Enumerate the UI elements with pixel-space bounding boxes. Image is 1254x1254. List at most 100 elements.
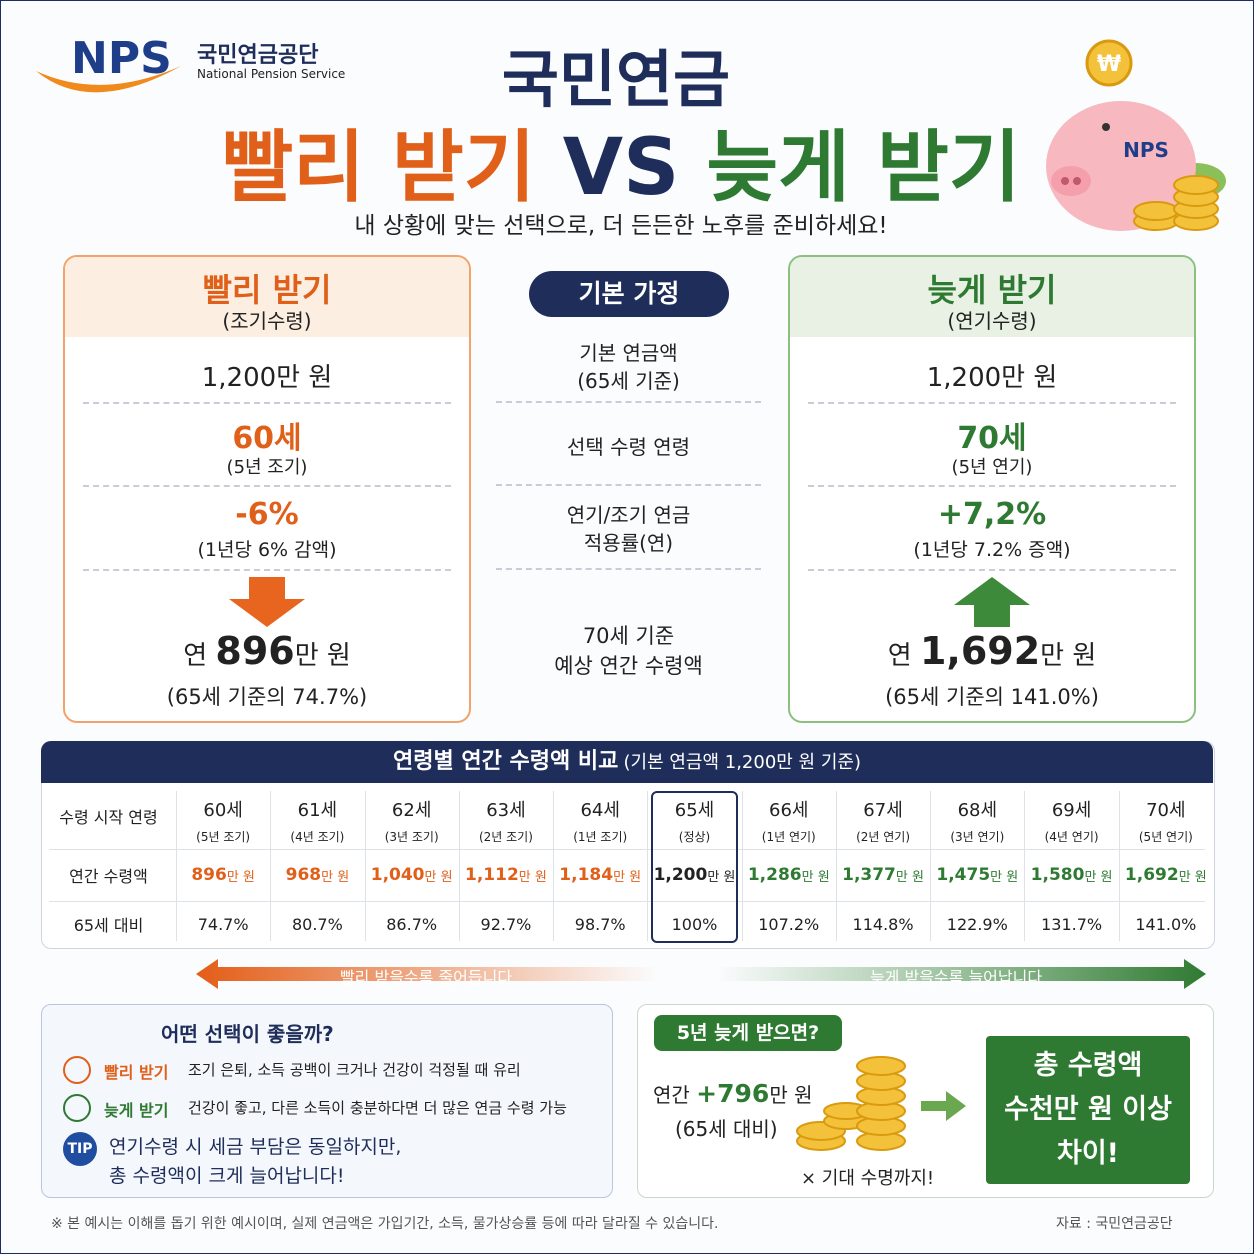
panel: [790, 257, 1194, 337]
shape: [1102, 123, 1110, 131]
panel: [496, 484, 761, 486]
late5-result: 총 수령액 수천만 원 이상 차이!: [986, 1036, 1190, 1184]
org-ko: 국민연금공단: [197, 43, 319, 68]
age-note: (5년 연기): [1138, 829, 1193, 844]
label: 빨리 받기: [104, 1063, 169, 1082]
rate-note: (1년당 7.2% 증액): [913, 539, 1071, 561]
age-note: (5년 연기): [951, 457, 1033, 478]
panel: 연 1,692만 원: [790, 629, 1194, 673]
ratio-cell: 100%: [671, 914, 718, 934]
age: 70세: [957, 421, 1027, 456]
ratio-cell: 141.0%: [1135, 914, 1197, 934]
age-cell: 65세 (정상): [647, 791, 741, 849]
ratio-cell: 114.8%: [852, 914, 914, 934]
panel: [808, 402, 1176, 404]
result-unit: 만 원: [294, 641, 351, 671]
text: 조기 은퇴, 소득 공백이 크거나 건강이 걱정될 때 유리: [188, 1061, 521, 1079]
note: (65세 대비): [675, 1117, 778, 1141]
ratio-cell: 107.2%: [758, 914, 820, 934]
title-late: 늦게 받기: [706, 123, 1021, 213]
shape: [856, 1056, 906, 1076]
result-lines: 수천만 원 이상: [1004, 1094, 1172, 1125]
title: 늦게 받기: [927, 271, 1057, 309]
col-divider: [176, 791, 177, 941]
row-header: 수령 시작 연령: [59, 808, 158, 827]
panel: [808, 569, 1176, 571]
ratio-cell: 98.7%: [574, 914, 626, 934]
tip-badge: TIP: [63, 1132, 97, 1166]
shape: [1133, 175, 1219, 231]
result-prefix: 연: [183, 641, 208, 671]
result-prefix: 연: [887, 641, 912, 671]
ratio-cell: 74.7%: [197, 914, 249, 934]
col-divider: [835, 791, 837, 941]
pig-label: NPS: [1123, 138, 1169, 162]
panel: 70세 기준 예상 연간 수령액: [496, 621, 761, 681]
col-divider: [553, 791, 555, 941]
ratio-cell: 86.7%: [386, 914, 438, 934]
shape: [229, 577, 305, 627]
rows: 선택 수령 연령: [566, 435, 691, 459]
baseline-highlight: [651, 791, 738, 943]
amount: 1,184: [559, 865, 614, 885]
amount-cell: 1,040 만 원: [365, 849, 459, 901]
rate: -6%: [235, 497, 299, 532]
age: 65세: [674, 799, 715, 821]
amount: 968: [285, 865, 322, 885]
amount-cell: 1,377 만 원: [836, 849, 930, 901]
trend-arrows: [196, 959, 1206, 989]
panel: 기본 연금액 (65세 기준): [496, 339, 761, 395]
age-cell: 64세 (1년 조기): [553, 791, 647, 849]
amount-cell: 1,184 만 원: [553, 849, 647, 901]
panel: 빨리 받기 VS 늦게 받기: [201, 105, 1041, 217]
age: 66세: [769, 799, 809, 821]
title: 어떤 선택이 좋을까?: [161, 1022, 334, 1046]
amount-cell: 1,112 만 원: [459, 849, 553, 901]
comparison-table: 수령 시작 연령 연간 수령액 65세 대비 60세 (5년 조기) 896 만 원 74.7…: [41, 783, 1213, 947]
shape: [36, 66, 181, 93]
prefix: 연간: [653, 1083, 690, 1107]
age: 69세: [1051, 799, 1092, 821]
late: 늦게 받을수록 늘어납니다: [869, 968, 1043, 987]
age: 60세: [203, 799, 243, 821]
amount-cell: 1,475 만 원: [930, 849, 1024, 901]
rate-note: (1년당 6% 감액): [197, 539, 337, 561]
age-cell: 61세 (4년 조기): [270, 791, 364, 849]
age-note: (3년 조기): [384, 829, 439, 844]
tip-lines: 총 수령액이 크게 늘어납니다!: [109, 1165, 345, 1187]
amount-cell: 1,692 만 원: [1119, 849, 1213, 901]
title-note: (기본 연금액 1,200만 원 기준): [623, 752, 861, 773]
age-cell: 67세 (2년 연기): [836, 791, 930, 849]
result-unit: 만 원: [1040, 641, 1097, 671]
late-icon: [63, 1094, 91, 1122]
result-value: 896: [215, 629, 295, 673]
shape: [196, 959, 658, 989]
col-divider: [1024, 791, 1026, 941]
panel: [496, 568, 761, 570]
rows: 연기/조기 연금: [566, 503, 691, 527]
shape: [1073, 177, 1081, 185]
panel: [83, 485, 451, 487]
age: 64세: [580, 799, 620, 821]
source: 자료 : 국민연금공단: [1056, 1216, 1173, 1232]
early-card: 빨리 받기 (조기수령) 1,200만 원 60세 (5년 조기) -6% (1…: [63, 255, 471, 723]
result-note: (65세 기준의 141.0%): [885, 685, 1099, 709]
amount-cell: 1,580 만 원: [1024, 849, 1118, 901]
shape: [1051, 166, 1091, 196]
amount: 1,112: [465, 865, 519, 885]
shape: [796, 1056, 906, 1151]
age-note: (4년 연기): [1044, 829, 1099, 844]
rows: 70세 기준: [582, 624, 675, 648]
panel: 연 896만 원: [65, 629, 469, 673]
amount-unit: 만 원: [990, 869, 1019, 885]
age: 67세: [863, 799, 903, 821]
amount: 1,200만 원: [201, 363, 333, 393]
footnote: × 기대 수명까지!: [801, 1168, 935, 1189]
amount: 1,040: [370, 865, 425, 885]
age-note: (1년 연기): [761, 829, 816, 844]
ratio-cell: 122.9%: [946, 914, 1008, 934]
age-cell: 68세 (3년 연기): [930, 791, 1024, 849]
subtitle: (조기수령): [222, 309, 312, 333]
age-note: (4년 조기): [290, 829, 345, 844]
subtitle: 내 상황에 맞는 선택으로, 더 든든한 노후를 준비하세요!: [354, 213, 888, 239]
